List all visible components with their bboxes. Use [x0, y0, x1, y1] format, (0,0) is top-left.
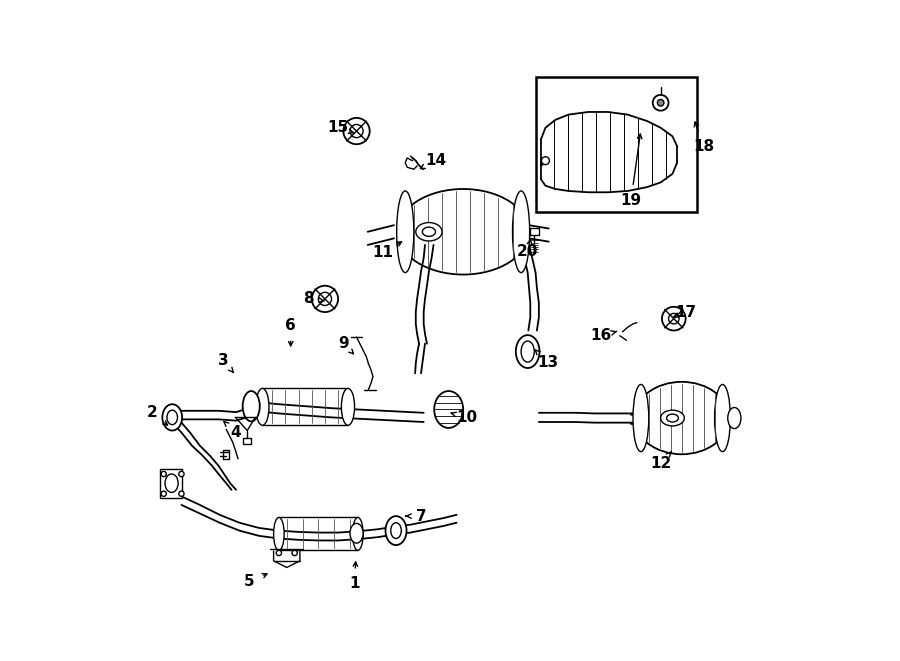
- Text: 5: 5: [244, 574, 255, 590]
- Ellipse shape: [350, 524, 363, 543]
- Circle shape: [344, 118, 370, 144]
- Ellipse shape: [243, 391, 260, 421]
- Circle shape: [179, 471, 184, 477]
- Ellipse shape: [274, 518, 284, 551]
- Ellipse shape: [521, 341, 535, 362]
- Ellipse shape: [165, 474, 178, 492]
- Text: 9: 9: [338, 336, 348, 351]
- Text: 11: 11: [373, 245, 393, 260]
- Circle shape: [542, 157, 549, 165]
- Text: 10: 10: [456, 410, 477, 425]
- Ellipse shape: [633, 385, 649, 451]
- Circle shape: [319, 292, 331, 305]
- Text: 2: 2: [147, 405, 158, 420]
- Circle shape: [652, 95, 669, 110]
- Ellipse shape: [391, 523, 401, 539]
- Circle shape: [161, 471, 166, 477]
- Ellipse shape: [162, 405, 182, 430]
- Ellipse shape: [422, 227, 436, 237]
- Circle shape: [662, 307, 686, 330]
- Circle shape: [161, 491, 166, 496]
- Text: 13: 13: [537, 354, 558, 369]
- Text: 7: 7: [417, 508, 427, 524]
- Ellipse shape: [385, 516, 407, 545]
- Ellipse shape: [728, 408, 741, 428]
- Ellipse shape: [512, 191, 529, 272]
- Circle shape: [350, 124, 363, 137]
- Text: 4: 4: [230, 425, 241, 440]
- Text: 20: 20: [517, 244, 538, 259]
- Text: 17: 17: [675, 305, 697, 319]
- Circle shape: [292, 551, 297, 556]
- Circle shape: [276, 551, 282, 556]
- Ellipse shape: [661, 410, 684, 426]
- Text: 6: 6: [285, 318, 296, 332]
- Ellipse shape: [434, 391, 464, 428]
- Bar: [529, 229, 539, 235]
- Ellipse shape: [634, 382, 729, 454]
- Ellipse shape: [397, 189, 529, 274]
- Bar: [243, 438, 251, 444]
- Circle shape: [669, 313, 680, 324]
- Bar: [536, 77, 697, 212]
- Text: 12: 12: [650, 456, 671, 471]
- Ellipse shape: [341, 389, 355, 425]
- Ellipse shape: [256, 389, 269, 425]
- Ellipse shape: [715, 385, 731, 451]
- Ellipse shape: [416, 223, 442, 241]
- Circle shape: [657, 99, 664, 106]
- Text: 8: 8: [303, 292, 314, 307]
- Bar: [160, 469, 182, 498]
- Ellipse shape: [167, 410, 177, 424]
- Circle shape: [311, 286, 338, 312]
- Text: 18: 18: [693, 139, 714, 154]
- Text: 3: 3: [218, 352, 229, 368]
- Text: 16: 16: [590, 329, 612, 343]
- Ellipse shape: [353, 518, 363, 551]
- Ellipse shape: [397, 191, 414, 272]
- Text: 15: 15: [328, 120, 348, 136]
- Ellipse shape: [516, 335, 539, 368]
- Circle shape: [179, 491, 184, 496]
- Text: 19: 19: [620, 192, 642, 208]
- Text: 14: 14: [425, 153, 446, 168]
- Text: 1: 1: [349, 576, 360, 592]
- Ellipse shape: [667, 414, 679, 422]
